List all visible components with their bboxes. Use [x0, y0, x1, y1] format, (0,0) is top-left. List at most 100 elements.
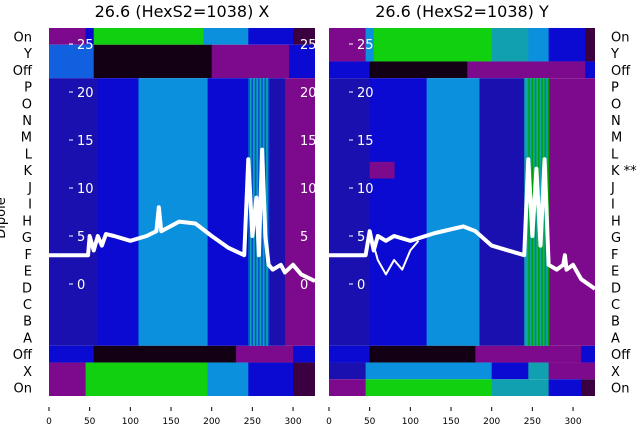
- y-tick-label: 15: [357, 134, 374, 149]
- heatmap-cell: [426, 78, 480, 346]
- row-label: On: [611, 30, 629, 45]
- y-tick-label: 20: [300, 86, 317, 101]
- heatmap-cell: [365, 379, 493, 396]
- heatmap-cell: [236, 345, 294, 363]
- x-tick-label: 100: [122, 417, 139, 427]
- row-label: Off: [13, 348, 33, 363]
- heatmap-cell: [467, 61, 586, 79]
- row-label: L: [25, 147, 33, 162]
- heatmap-cell: [85, 362, 209, 396]
- y-tick-label: 10: [77, 182, 94, 197]
- x-tick-label: 0: [46, 417, 52, 427]
- heatmap-cell: [369, 345, 476, 363]
- x-tick-label: 0: [326, 417, 332, 427]
- heatmap-cell: [49, 28, 87, 45]
- row-label: Y: [23, 47, 32, 62]
- row-label: P: [611, 81, 619, 96]
- x-tick-label: 200: [483, 417, 500, 427]
- heatmap-cell: [479, 78, 525, 346]
- heatmap-stripe: [267, 78, 270, 346]
- row-label: On: [14, 382, 32, 397]
- heatmap-cell: [329, 379, 367, 396]
- row-label: F: [25, 248, 32, 263]
- heatmap-cell: [329, 28, 367, 62]
- row-label: E: [24, 265, 32, 280]
- row-label: I: [28, 198, 32, 213]
- trace-line: [49, 147, 315, 283]
- heatmap-cell: [365, 28, 375, 62]
- heatmap-stripe: [248, 78, 250, 346]
- y-tick-label: 5: [357, 230, 365, 245]
- heatmap-cell: [369, 161, 395, 179]
- heatmap-cell: [585, 28, 595, 62]
- heatmap-cell: [248, 28, 294, 45]
- row-label: C: [23, 298, 32, 313]
- row-label: D: [611, 281, 621, 296]
- row-label: X: [23, 365, 32, 380]
- heatmap-cell: [581, 345, 595, 363]
- row-label: G: [22, 231, 32, 246]
- row-label: L: [611, 147, 619, 162]
- x-tick-label: 50: [84, 417, 96, 427]
- heatmap-cell: [248, 362, 294, 396]
- row-label: Off: [611, 348, 631, 363]
- row-label: A: [23, 331, 32, 346]
- heatmap-cell: [491, 28, 529, 62]
- heatmap-cell: [293, 28, 315, 45]
- heatmap-cell: [93, 44, 213, 79]
- heatmap-cell: [293, 362, 315, 396]
- heatmap-cell: [581, 379, 595, 396]
- y-tick-label: 25: [357, 38, 374, 53]
- row-label: On: [611, 382, 629, 397]
- heatmap: 25 20 15 10 5 0: [329, 28, 595, 396]
- panel-title: 26.6 (HexS2=1038) X: [95, 2, 270, 21]
- heatmap-cell: [365, 362, 493, 380]
- row-label: I: [611, 198, 615, 213]
- x-tick-label: 300: [564, 417, 581, 427]
- heatmap-cell: [548, 28, 586, 62]
- y-tick-label: 15: [77, 134, 94, 149]
- heatmap-cell: [475, 345, 582, 363]
- heatmap-cell: [491, 379, 550, 396]
- y-tick-label: 25: [300, 38, 317, 53]
- y-tick-label: 25: [77, 38, 94, 53]
- row-label: Off: [13, 64, 33, 79]
- row-label: H: [611, 214, 621, 229]
- heatmap-cell: [585, 61, 595, 79]
- y-tick-label: 20: [357, 86, 374, 101]
- heatmap-cell: [528, 28, 550, 62]
- x-tick-label: 100: [402, 417, 419, 427]
- heatmap-cell: [85, 28, 95, 45]
- y-axis-label: Dipole: [0, 197, 9, 238]
- trace-line: [329, 157, 595, 291]
- row-label: J: [27, 181, 32, 196]
- trace-line: [372, 240, 420, 276]
- row-label: X: [611, 365, 620, 380]
- row-label: On: [14, 30, 32, 45]
- row-label: D: [22, 281, 32, 296]
- row-label: O: [611, 97, 621, 112]
- y-tick-label: 5: [300, 230, 308, 245]
- heatmap-cell: [369, 78, 428, 346]
- heatmap-cell: [284, 78, 315, 346]
- heatmap-cell: [211, 44, 290, 79]
- row-label: N: [22, 114, 32, 129]
- heatmap-cell: [373, 28, 493, 62]
- heatmap-cell: [203, 28, 249, 45]
- heatmap-cell: [93, 28, 205, 45]
- row-label: K: [23, 164, 32, 179]
- heatmap-cell: [138, 78, 209, 346]
- row-label: M: [611, 131, 622, 146]
- row-label: M: [21, 131, 32, 146]
- row-label: P: [24, 81, 32, 96]
- x-tick-label: 150: [162, 417, 179, 427]
- row-label: B: [23, 315, 32, 330]
- row-label: Off: [611, 64, 631, 79]
- right-axis-label-group: 25 20 15 10 5 0: [300, 38, 317, 293]
- panel-title: 26.6 (HexS2=1038) Y: [375, 2, 549, 21]
- heatmap-cell: [369, 61, 468, 79]
- heatmap-cell: [548, 379, 582, 396]
